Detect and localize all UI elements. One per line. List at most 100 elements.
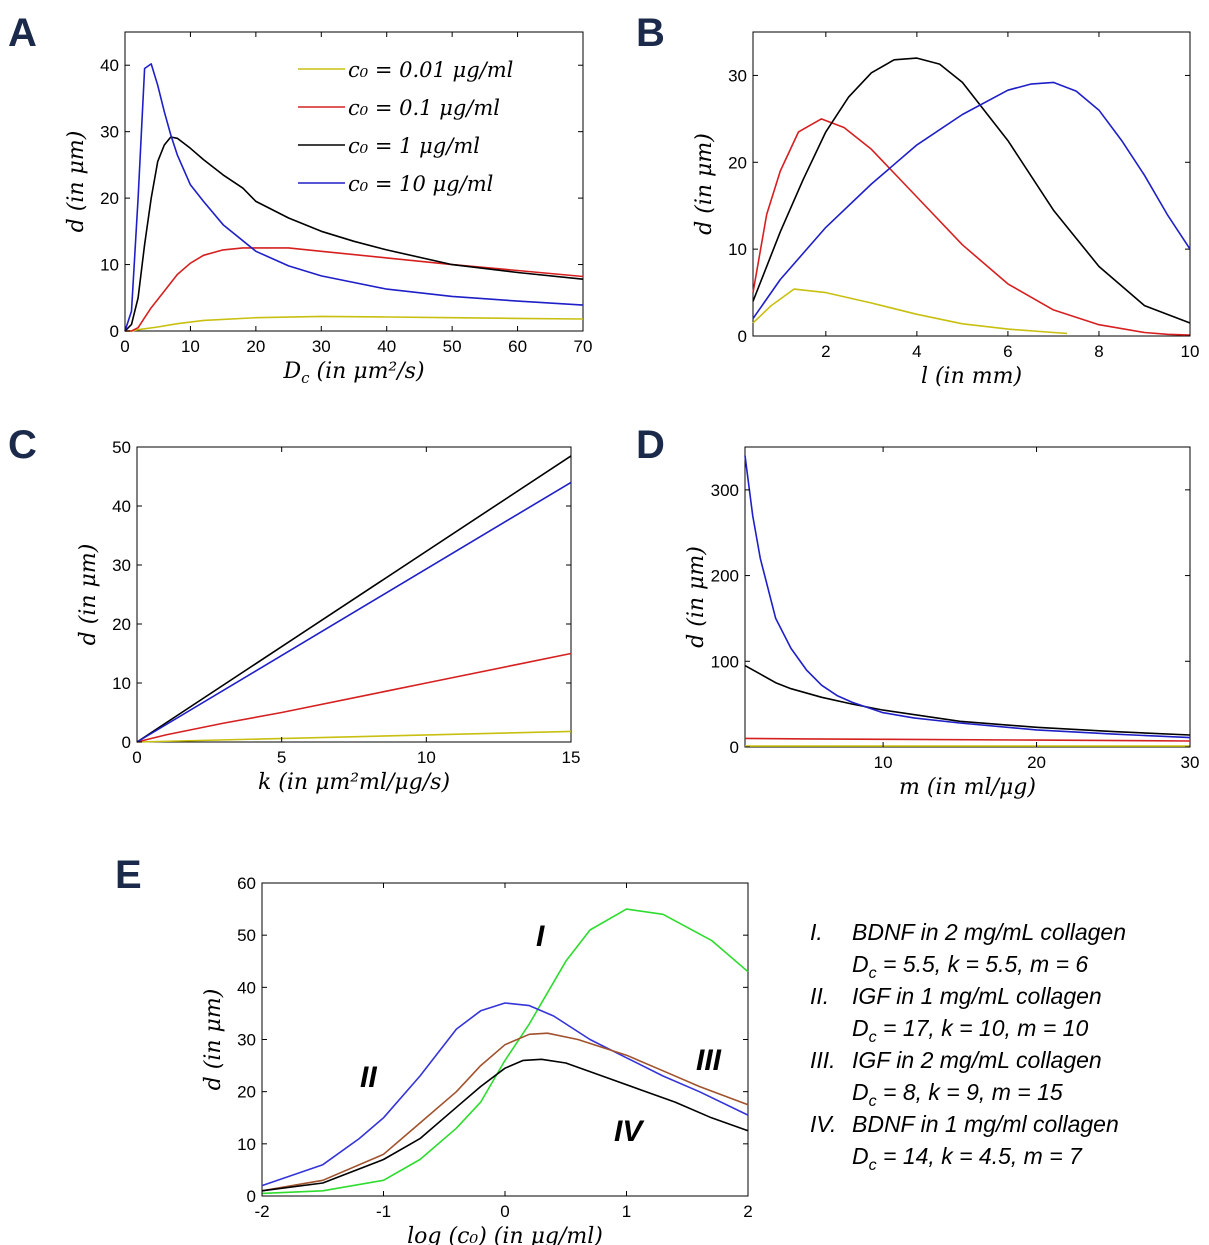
series-line-a-3 (124, 136, 584, 332)
note-number-2: II. (810, 983, 829, 1009)
curve-label-i: I (536, 920, 545, 953)
note-title-4: BDNF in 1 mg/ml collagen (852, 1111, 1119, 1137)
chart-panel-a: 0 10 20 30 40 50 60 70 0 10 20 30 40 Dc​ (in μm²/s) d … (64, 31, 593, 387)
x-tick-label-b-2: 6 (1003, 342, 1012, 361)
note-title-3: IGF in 2 mg/mL collagen (852, 1047, 1102, 1073)
y-tick-label-e-1: 10 (237, 1135, 256, 1154)
y-tick-label-e-0: 0 (247, 1187, 256, 1206)
note-number-4: IV. (810, 1111, 836, 1137)
y-tick-label-c-5: 50 (112, 438, 131, 457)
series-line-d-3 (744, 664, 1191, 736)
series-line-e-4 (261, 1058, 749, 1192)
x-tick-label-c-0: 0 (132, 748, 141, 767)
y-tick-label-c-2: 20 (112, 615, 131, 634)
series-line-c-4 (136, 481, 572, 743)
note-number-3: III. (810, 1047, 836, 1073)
note-number-1: I. (810, 919, 823, 945)
y-tick-label-e-6: 60 (237, 874, 256, 893)
y-axis-label-b: d (in μm) (692, 133, 717, 235)
curve-label-iv: IV (614, 1115, 645, 1148)
x-tick-label-c-3: 15 (562, 748, 581, 767)
x-tick-label-e-4: 2 (743, 1202, 752, 1221)
series-line-e-2 (261, 1002, 749, 1187)
x-tick-label-a-6: 60 (508, 337, 527, 356)
curve-label-ii: II (360, 1061, 377, 1094)
series-line-c-1 (136, 730, 572, 743)
y-axis-label-c: d (in μm) (76, 544, 101, 646)
panel-letter-b: B (636, 11, 665, 55)
y-tick-label-b-3: 30 (728, 66, 747, 85)
curve-label-iii: III (696, 1044, 722, 1077)
note-title-2: IGF in 1 mg/mL collagen (852, 983, 1102, 1009)
y-axis-label-e: d (in μm) (201, 989, 226, 1091)
note-params-1: Dc​ = 5.5, k = 5.5, m = 6 (852, 951, 1088, 982)
x-tick-label-d-2: 30 (1181, 753, 1200, 772)
plot-frame-b (752, 31, 1191, 337)
y-tick-label-a-1: 10 (100, 256, 119, 275)
series-line-a-1 (125, 315, 584, 332)
y-tick-label-c-0: 0 (122, 733, 131, 752)
legend-label-3: c₀ = 1 μg/ml (348, 134, 480, 158)
chart-panel-c: 0 5 10 15 0 10 20 30 40 50 k (in μm²ml/μg/s) d (in … (76, 438, 580, 795)
series-line-e-3 (261, 1032, 749, 1192)
plot-frame-a (124, 31, 584, 332)
note-title-1: BDNF in 2 mg/mL collagen (852, 919, 1126, 945)
notes-list: I. BDNF in 2 mg/mL collagen Dc​ = 5.5, k =… (810, 919, 1126, 1174)
x-tick-label-a-0: 0 (120, 337, 129, 356)
y-tick-label-a-3: 30 (100, 123, 119, 142)
series-line-b-1 (752, 288, 1068, 335)
x-tick-label-a-4: 40 (377, 337, 396, 356)
y-tick-label-d-0: 0 (730, 738, 739, 757)
y-tick-label-e-5: 50 (237, 926, 256, 945)
x-axis-label-b: l (in mm) (921, 364, 1022, 389)
x-tick-label-c-2: 10 (417, 748, 436, 767)
y-tick-label-b-0: 0 (738, 327, 747, 346)
series-line-a-2 (125, 247, 584, 332)
legend-label-1: c₀ = 0.01 μg/ml (348, 58, 513, 82)
x-tick-label-e-0: -2 (254, 1202, 269, 1221)
series-line-b-2 (752, 118, 1191, 336)
y-tick-label-e-4: 40 (237, 978, 256, 997)
x-tick-label-a-1: 10 (181, 337, 200, 356)
series-line-d-2 (744, 737, 1191, 742)
chart-panel-b: 2 4 6 8 10 0 10 20 30 l (in mm) d (in μm) (692, 31, 1200, 389)
note-params-4: Dc​ = 14, k = 4.5, m = 7 (852, 1143, 1083, 1174)
x-tick-label-a-2: 20 (246, 337, 265, 356)
x-tick-label-e-3: 1 (622, 1202, 631, 1221)
curve-labels: I II III IV (360, 920, 722, 1148)
x-tick-label-b-0: 2 (821, 342, 830, 361)
panel-letter-d: D (636, 423, 665, 467)
plot-frame-d (744, 446, 1191, 748)
note-params-3: Dc​ = 8, k = 9, m = 15 (852, 1079, 1063, 1110)
x-tick-label-a-3: 30 (312, 337, 331, 356)
y-axis-label-a: d (in μm) (64, 131, 89, 233)
x-tick-label-b-1: 4 (912, 342, 921, 361)
x-tick-label-e-2: 0 (500, 1202, 509, 1221)
x-tick-label-d-0: 10 (874, 753, 893, 772)
series-line-b-4 (752, 81, 1191, 320)
x-axis-label-d: m (in ml/μg) (899, 775, 1036, 800)
y-tick-label-b-2: 20 (728, 153, 747, 172)
y-tick-label-a-2: 20 (100, 189, 119, 208)
y-axis-label-d: d (in μm) (684, 546, 709, 648)
x-tick-label-b-4: 10 (1181, 342, 1200, 361)
series-line-d-4 (744, 455, 1191, 739)
note-params-2: Dc​ = 17, k = 10, m = 10 (852, 1015, 1088, 1046)
x-tick-label-e-1: -1 (376, 1202, 391, 1221)
y-tick-label-e-3: 30 (237, 1031, 256, 1050)
y-tick-label-a-0: 0 (110, 322, 119, 341)
x-axis-label-a: Dc​ (in μm²/s) (282, 359, 424, 387)
legend-label-4: c₀ = 10 μg/ml (348, 172, 493, 196)
panel-letter-a: A (8, 11, 37, 55)
series-line-c-3 (136, 455, 572, 743)
x-tick-label-c-1: 5 (277, 748, 286, 767)
plot-frame-c (136, 446, 572, 743)
plot-frame-e (261, 882, 749, 1197)
x-tick-label-a-7: 70 (574, 337, 593, 356)
series-line-e-1 (261, 908, 749, 1195)
y-tick-label-b-1: 10 (728, 240, 747, 259)
y-tick-label-c-1: 10 (112, 674, 131, 693)
legend-label-2: c₀ = 0.1 μg/ml (348, 96, 500, 120)
